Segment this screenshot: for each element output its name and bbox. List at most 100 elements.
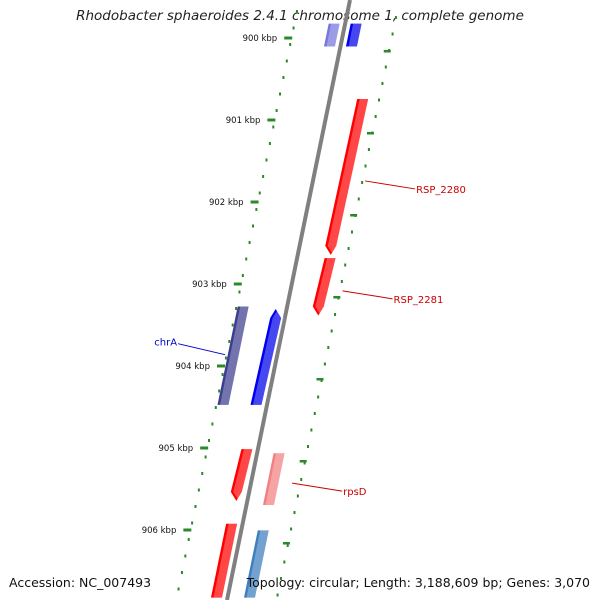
guide-dot (292, 26, 295, 30)
guide-dot (251, 224, 254, 228)
guide-dot (330, 329, 333, 333)
guide-dot (211, 422, 214, 426)
gene-label-leader (365, 180, 416, 190)
guide-dot (276, 593, 279, 597)
guide-dot (208, 439, 211, 442)
guide-dot (197, 488, 200, 492)
kbp-tick-label: 905 kbp (159, 444, 194, 454)
guide-dot (327, 346, 330, 349)
guide-dot (313, 412, 316, 415)
guide-dot (394, 16, 397, 19)
kbp-tick-mark (233, 282, 242, 286)
gene-feature[interactable] (217, 306, 252, 405)
chromosome-backbone (225, 0, 352, 600)
gene-label: RSP_2281 (394, 295, 444, 306)
kbp-tick-mark (284, 36, 293, 40)
accession-label: Accession: NC_007493 (9, 575, 152, 590)
gene-feature[interactable] (345, 23, 365, 47)
guide-dot (391, 32, 394, 36)
guide-dot (262, 175, 265, 178)
gene-arrow[interactable] (230, 449, 253, 501)
guide-dot (279, 577, 282, 580)
guide-dot (265, 158, 268, 162)
guide-dot (180, 571, 183, 574)
guide-dot (303, 461, 306, 465)
kbp-tick-mark (250, 200, 259, 204)
gene-arrow[interactable] (323, 23, 340, 47)
guide-dot (300, 478, 303, 481)
gene-highlight (252, 308, 284, 405)
gene-label: chrA (154, 338, 177, 349)
kbp-tick-mark-outer (383, 50, 391, 53)
gene-feature[interactable] (312, 258, 339, 316)
kbp-tick-mark (200, 446, 209, 450)
kbp-tick-label: 900 kbp (243, 34, 278, 44)
kbp-tick-mark-outer (316, 378, 324, 381)
gene-label-leader (292, 482, 343, 492)
gene-arrow[interactable] (250, 308, 282, 405)
gene-feature[interactable] (250, 308, 284, 405)
gene-feature[interactable] (325, 99, 371, 255)
gene-arrow[interactable] (345, 23, 362, 47)
gene-label: RSP_2280 (416, 185, 466, 196)
gene-highlight (246, 530, 272, 598)
guide-dot (286, 544, 289, 547)
gene-arrow[interactable] (210, 523, 238, 598)
kbp-tick-label: 903 kbp (192, 280, 227, 290)
kbp-tick-mark-outer (350, 214, 358, 217)
guide-dot (279, 92, 282, 96)
guide-dot (374, 115, 377, 118)
guide-dot (367, 148, 370, 151)
guide-dot (255, 208, 258, 211)
guide-dot (224, 356, 227, 360)
kbp-scale: 900 kbp 901 kbp 902 kbp 903 kbp 904 kbp 905 k… (142, 34, 391, 545)
gene-highlight (315, 258, 339, 316)
guide-dot (323, 362, 326, 366)
gene-arrow[interactable] (217, 306, 249, 405)
gene-arrow[interactable] (243, 530, 269, 598)
guide-dot (272, 125, 275, 129)
guide-dot (293, 511, 296, 514)
guide-dot (347, 247, 350, 250)
gene-arrow[interactable] (312, 258, 336, 316)
guide-dot (334, 313, 337, 316)
guide-dot (381, 82, 384, 85)
gene-feature[interactable] (230, 449, 255, 501)
guide-dot (296, 494, 299, 498)
kbp-tick-mark-outer (366, 132, 374, 135)
guide-dot (317, 395, 320, 399)
gene-highlight (348, 23, 365, 47)
guide-dot (194, 505, 197, 508)
guide-dot (177, 587, 180, 591)
gene-arrow[interactable] (325, 99, 369, 255)
gene-arrow[interactable] (262, 453, 285, 505)
gene-feature[interactable] (262, 453, 288, 505)
guide-dot (384, 65, 387, 69)
outer-tick-dots (276, 16, 397, 597)
kbp-tick-mark-outer (282, 542, 290, 545)
gene-label-leader (342, 290, 393, 300)
guide-dot (214, 406, 217, 409)
gene-track[interactable] (210, 23, 371, 598)
gene-highlight (326, 23, 343, 47)
guide-dot (241, 274, 244, 277)
guide-dot (235, 307, 238, 310)
gene-feature[interactable] (323, 23, 343, 47)
guide-dot (221, 373, 224, 376)
kbp-tick-mark-outer (299, 460, 307, 463)
gene-label-leader (177, 343, 226, 356)
kbp-tick-label: 906 kbp (142, 526, 177, 536)
gene-highlight (219, 306, 252, 405)
map-title: Rhodobacter sphaeroides 2.4.1 chromosome… (76, 8, 524, 24)
guide-dot (364, 164, 367, 168)
guide-dot (340, 280, 343, 283)
guide-dot (201, 472, 204, 475)
inner-tick-dots (177, 10, 298, 591)
kbp-tick-mark (216, 364, 225, 368)
gene-feature[interactable] (243, 530, 272, 598)
guide-dot (228, 340, 231, 343)
gene-label: rpsD (343, 487, 367, 498)
guide-dot (285, 59, 288, 63)
gene-feature[interactable] (210, 523, 240, 598)
